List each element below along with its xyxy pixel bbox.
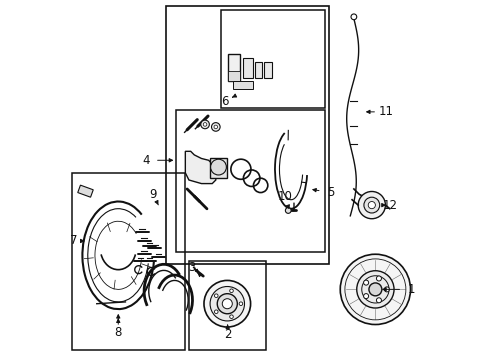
Text: 11: 11 [378,105,393,118]
Text: 5: 5 [326,186,334,199]
Text: 1: 1 [407,283,414,296]
Polygon shape [185,151,215,184]
Bar [78,185,93,197]
Bar [165,6,328,264]
Circle shape [363,197,379,213]
Bar [264,62,271,78]
Bar [188,261,265,350]
Text: 10: 10 [277,190,291,203]
Circle shape [356,271,393,308]
Circle shape [214,294,218,297]
Circle shape [222,299,232,309]
Text: 7: 7 [70,234,78,247]
Circle shape [340,254,410,324]
Circle shape [229,315,233,319]
Bar [242,58,252,78]
Circle shape [229,289,233,293]
Circle shape [357,192,385,219]
Circle shape [214,310,218,314]
Bar [72,173,185,350]
Text: 3: 3 [187,261,195,274]
Circle shape [203,280,250,327]
Circle shape [211,123,220,131]
Bar [176,110,325,252]
Circle shape [376,298,381,303]
Circle shape [285,208,290,213]
Circle shape [217,294,237,314]
Circle shape [210,287,244,321]
Circle shape [214,125,217,129]
Text: 2: 2 [224,328,231,341]
Circle shape [203,123,206,126]
Circle shape [350,14,356,20]
Circle shape [376,276,381,281]
Circle shape [384,287,388,292]
Circle shape [363,280,368,285]
Text: 6: 6 [221,95,228,108]
Text: 8: 8 [114,326,122,339]
Circle shape [363,294,368,299]
Text: 9: 9 [149,188,157,201]
Text: 12: 12 [382,199,396,212]
Bar [254,62,262,78]
Bar [228,54,239,81]
Circle shape [367,202,375,209]
Text: 4: 4 [142,154,149,167]
Bar [233,81,252,89]
Circle shape [210,159,226,175]
Bar [221,10,325,108]
Circle shape [201,120,209,129]
Circle shape [239,302,242,306]
Bar [210,158,226,178]
Bar [228,71,239,81]
Circle shape [368,283,381,296]
